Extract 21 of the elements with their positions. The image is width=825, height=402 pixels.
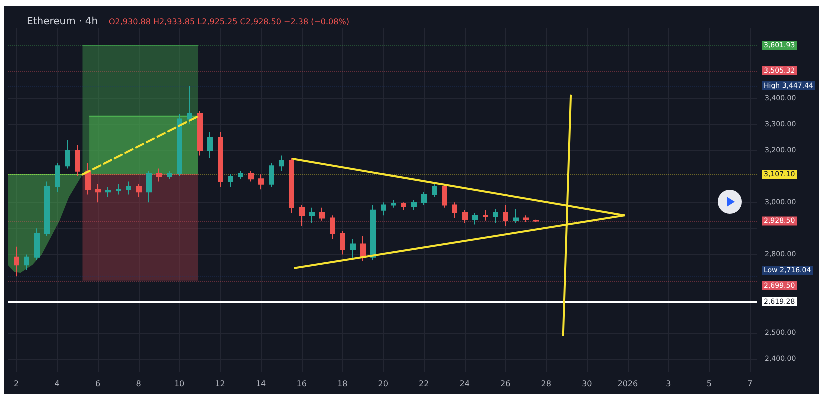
x-tick-label: 4: [54, 380, 60, 388]
x-tick-label: 30: [582, 380, 592, 388]
x-tick-label: 24: [460, 380, 470, 388]
x-tick-label: 16: [296, 380, 307, 388]
x-tick-label: 5: [706, 380, 712, 388]
x-tick-label: 2026: [618, 380, 638, 388]
x-tick-label: 7: [748, 380, 753, 388]
x-tick-label: 28: [541, 380, 552, 388]
x-tick-label: 18: [337, 380, 348, 388]
x-tick-label: 10: [174, 380, 185, 388]
text: O2,930.88 H2,933.85 L2,925.25 C2,928.50 −2.38 (−0.08%): [109, 18, 350, 26]
x-tick-label: 8: [136, 380, 142, 388]
x-tick-label: 22: [419, 380, 430, 388]
x-tick-label: 12: [215, 380, 226, 388]
x-tick-label: 6: [95, 380, 101, 388]
chart-title: Ethereum · 4h: [27, 16, 98, 28]
x-tick-label: 2: [14, 380, 20, 388]
x-tick-label: 3: [666, 380, 672, 388]
x-tick-label: 26: [500, 380, 511, 388]
x-tick-label: 14: [256, 380, 266, 388]
x-tick-label: 20: [378, 380, 388, 388]
